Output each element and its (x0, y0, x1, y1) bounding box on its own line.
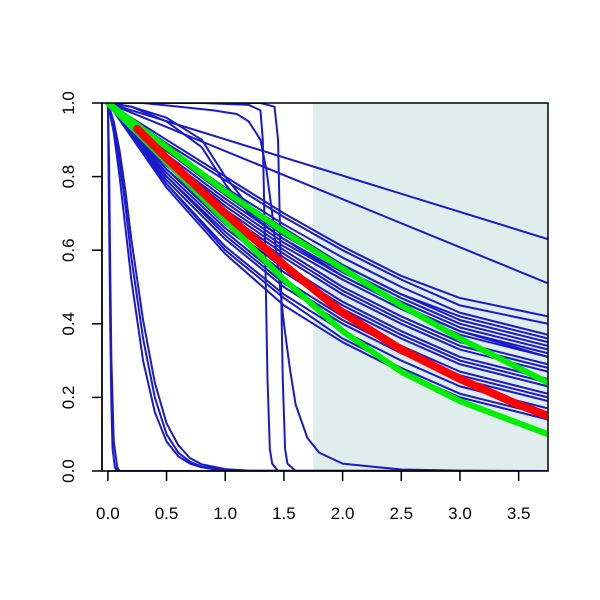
x-tick-label: 3.5 (507, 504, 531, 523)
estimate-curve (133, 124, 548, 420)
curves-layer (104, 103, 548, 471)
sample-curve-25 (106, 103, 548, 471)
sample-curve-3 (106, 103, 548, 318)
y-tick-label: 1.0 (59, 91, 78, 115)
y-tick-label: 0.2 (59, 386, 78, 410)
sample-curve-30 (106, 103, 548, 471)
x-tick-label: 1.0 (213, 504, 237, 523)
y-tick-label: 0.4 (59, 312, 78, 336)
x-tick-label: 2.0 (331, 504, 355, 523)
x-tick-label: 0.5 (155, 504, 179, 523)
x-tick-label: 0.0 (96, 504, 120, 523)
y-tick-label: 0.6 (59, 238, 78, 262)
y-tick-label: 0.8 (59, 165, 78, 189)
sample-curve-27 (106, 103, 548, 471)
plot-box (101, 102, 549, 472)
sample-curve-16 (106, 103, 548, 417)
y-tick-label: 0.0 (59, 459, 78, 483)
sample-curve-1 (106, 103, 548, 241)
x-tick-label: 2.5 (389, 504, 413, 523)
sample-curve-7 (106, 103, 548, 351)
sample-curve-4 (106, 103, 548, 325)
upper-bound-curve (104, 103, 548, 386)
x-tick-label: 1.5 (272, 504, 296, 523)
x-tick-label: 3.0 (448, 504, 472, 523)
